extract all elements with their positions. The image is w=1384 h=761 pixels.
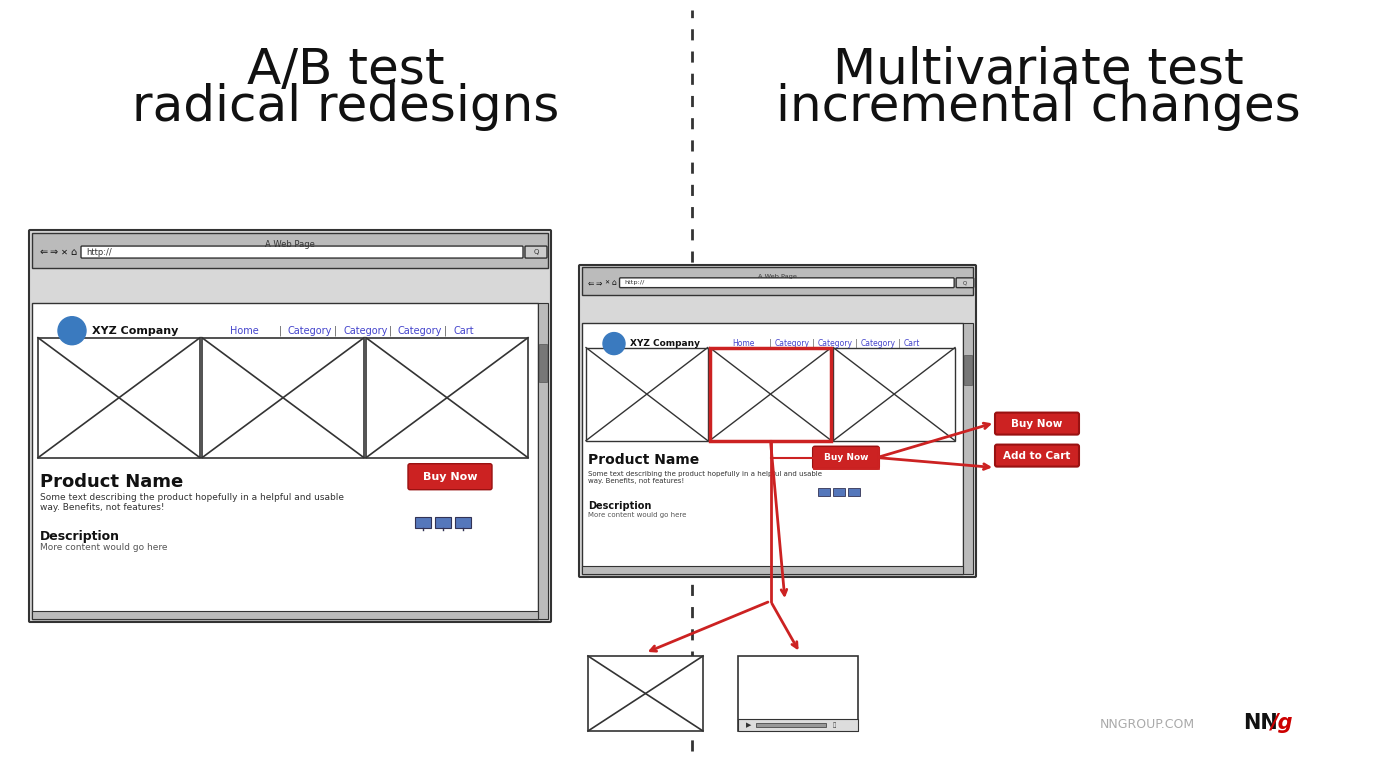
FancyBboxPatch shape bbox=[812, 447, 879, 469]
Text: Description: Description bbox=[40, 530, 120, 543]
Bar bbox=[814, 447, 877, 467]
Text: |: | bbox=[334, 326, 338, 336]
Text: Some text describing the product hopefully in a helpful and usable
way. Benefits: Some text describing the product hopeful… bbox=[588, 470, 822, 483]
FancyBboxPatch shape bbox=[408, 463, 491, 490]
Text: Multivariate test: Multivariate test bbox=[833, 46, 1243, 94]
Bar bbox=[848, 488, 859, 495]
Bar bbox=[738, 656, 858, 731]
Text: /g: /g bbox=[1271, 713, 1293, 733]
Text: ⇒: ⇒ bbox=[50, 247, 58, 257]
Bar bbox=[538, 344, 547, 382]
FancyBboxPatch shape bbox=[525, 246, 547, 258]
Text: Category: Category bbox=[775, 339, 810, 348]
Text: More content would go here: More content would go here bbox=[588, 511, 686, 517]
Bar bbox=[738, 719, 858, 731]
Bar bbox=[963, 323, 973, 574]
Text: ✕: ✕ bbox=[61, 247, 68, 256]
Bar bbox=[583, 323, 963, 574]
Text: Product Name: Product Name bbox=[588, 453, 699, 466]
Text: ⌂: ⌂ bbox=[69, 247, 76, 257]
Text: |: | bbox=[280, 326, 282, 336]
Text: Category: Category bbox=[399, 326, 443, 336]
Text: 🔊: 🔊 bbox=[833, 722, 836, 728]
FancyBboxPatch shape bbox=[620, 278, 954, 288]
Bar bbox=[32, 233, 548, 268]
Bar bbox=[435, 517, 451, 527]
Text: |: | bbox=[898, 339, 901, 348]
Bar bbox=[833, 488, 846, 495]
Text: ⇐: ⇐ bbox=[40, 247, 48, 257]
Text: NNGROUP.COM: NNGROUP.COM bbox=[1100, 718, 1196, 731]
Bar bbox=[583, 566, 963, 574]
Text: A Web Page: A Web Page bbox=[266, 240, 316, 249]
Text: Home: Home bbox=[732, 339, 754, 348]
Text: Buy Now: Buy Now bbox=[422, 472, 477, 482]
Text: ✕: ✕ bbox=[603, 280, 609, 285]
Text: Buy Now: Buy Now bbox=[823, 453, 868, 462]
Text: NN: NN bbox=[1243, 713, 1277, 733]
Bar bbox=[818, 488, 830, 495]
Text: |: | bbox=[444, 326, 447, 336]
Text: XYZ Company: XYZ Company bbox=[630, 339, 700, 348]
Text: Product Name: Product Name bbox=[40, 473, 183, 491]
FancyBboxPatch shape bbox=[82, 246, 523, 258]
Text: incremental changes: incremental changes bbox=[775, 83, 1301, 131]
Bar bbox=[710, 348, 832, 441]
Bar bbox=[710, 348, 832, 441]
Text: A Web Page: A Web Page bbox=[758, 274, 797, 279]
Text: ▶: ▶ bbox=[746, 722, 752, 728]
Text: Category: Category bbox=[288, 326, 332, 336]
Text: Home: Home bbox=[230, 326, 259, 336]
Bar bbox=[32, 303, 538, 619]
Bar bbox=[415, 517, 430, 527]
Text: |: | bbox=[812, 339, 815, 348]
Text: XYZ Company: XYZ Company bbox=[91, 326, 179, 336]
Bar bbox=[756, 723, 826, 727]
Text: ⇐: ⇐ bbox=[588, 279, 594, 287]
Text: ⇒: ⇒ bbox=[595, 279, 602, 287]
Text: http://: http:// bbox=[86, 247, 112, 256]
Text: Cart: Cart bbox=[453, 326, 473, 336]
Bar bbox=[37, 338, 201, 457]
FancyBboxPatch shape bbox=[995, 444, 1080, 466]
Bar bbox=[585, 348, 707, 441]
Bar bbox=[202, 338, 364, 457]
Bar bbox=[965, 355, 972, 385]
Bar bbox=[538, 303, 548, 619]
FancyBboxPatch shape bbox=[29, 230, 551, 622]
Text: A/B test: A/B test bbox=[248, 46, 444, 94]
Bar bbox=[588, 656, 703, 731]
Text: Category: Category bbox=[343, 326, 388, 336]
Text: |: | bbox=[855, 339, 858, 348]
Text: radical redesigns: radical redesigns bbox=[133, 83, 559, 131]
Text: Category: Category bbox=[818, 339, 853, 348]
Circle shape bbox=[58, 317, 86, 345]
Text: ⌂: ⌂ bbox=[612, 279, 616, 287]
Bar bbox=[455, 517, 471, 527]
Text: http://: http:// bbox=[624, 280, 645, 285]
Text: Buy Now: Buy Now bbox=[1012, 419, 1063, 428]
Text: Cart: Cart bbox=[904, 339, 920, 348]
Text: Q: Q bbox=[533, 249, 538, 255]
FancyBboxPatch shape bbox=[995, 412, 1080, 435]
Text: More content would go here: More content would go here bbox=[40, 543, 167, 552]
Text: Some text describing the product hopefully in a helpful and usable
way. Benefits: Some text describing the product hopeful… bbox=[40, 492, 345, 512]
Text: Q: Q bbox=[963, 280, 967, 285]
Text: |: | bbox=[770, 339, 772, 348]
Bar bbox=[365, 338, 529, 457]
Bar bbox=[32, 611, 538, 619]
Text: Add to Cart: Add to Cart bbox=[1003, 451, 1071, 460]
Text: |: | bbox=[389, 326, 392, 336]
Text: Category: Category bbox=[861, 339, 895, 348]
Circle shape bbox=[603, 333, 626, 355]
Text: Description: Description bbox=[588, 501, 652, 511]
FancyBboxPatch shape bbox=[579, 265, 976, 577]
FancyBboxPatch shape bbox=[956, 278, 974, 288]
Bar bbox=[833, 348, 955, 441]
Bar bbox=[583, 267, 973, 295]
